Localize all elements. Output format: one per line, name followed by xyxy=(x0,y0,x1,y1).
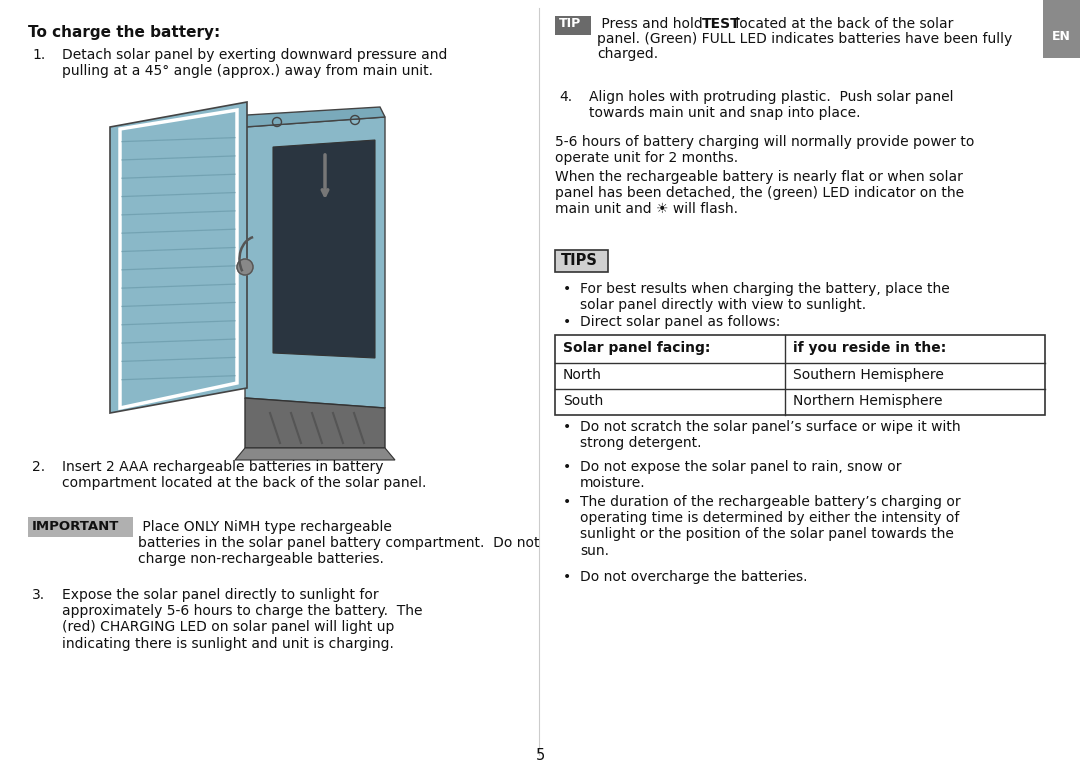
Text: •: • xyxy=(563,315,571,329)
Bar xyxy=(1043,0,1080,58)
Text: To charge the battery:: To charge the battery: xyxy=(28,25,220,40)
Text: EN: EN xyxy=(1052,30,1070,42)
Text: South: South xyxy=(563,394,604,408)
Text: Insert 2 AAA rechargeable batteries in battery
compartment located at the back o: Insert 2 AAA rechargeable batteries in b… xyxy=(62,460,427,490)
Polygon shape xyxy=(235,448,395,460)
Bar xyxy=(555,250,608,272)
Text: 1.: 1. xyxy=(32,48,45,62)
Text: IMPORTANT: IMPORTANT xyxy=(32,520,120,533)
Text: TEST: TEST xyxy=(702,17,741,31)
Text: Do not scratch the solar panel’s surface or wipe it with
strong detergent.: Do not scratch the solar panel’s surface… xyxy=(580,420,960,450)
Text: Expose the solar panel directly to sunlight for
approximately 5-6 hours to charg: Expose the solar panel directly to sunli… xyxy=(62,588,422,650)
Text: Align holes with protruding plastic.  Push solar panel
towards main unit and sna: Align holes with protruding plastic. Pus… xyxy=(589,90,954,120)
Text: The duration of the rechargeable battery’s charging or
operating time is determi: The duration of the rechargeable battery… xyxy=(580,495,960,558)
Text: Place ONLY NiMH type rechargeable
batteries in the solar panel battery compartme: Place ONLY NiMH type rechargeable batter… xyxy=(138,520,540,566)
Text: Do not expose the solar panel to rain, snow or
moisture.: Do not expose the solar panel to rain, s… xyxy=(580,460,902,490)
Text: 5: 5 xyxy=(536,748,544,763)
Bar xyxy=(28,517,133,537)
Text: Detach solar panel by exerting downward pressure and
pulling at a 45° angle (app: Detach solar panel by exerting downward … xyxy=(62,48,447,78)
Text: •: • xyxy=(563,495,571,509)
Polygon shape xyxy=(245,117,384,408)
Text: Southern Hemisphere: Southern Hemisphere xyxy=(793,368,944,382)
Text: Northern Hemisphere: Northern Hemisphere xyxy=(793,394,943,408)
Text: Solar panel facing:: Solar panel facing: xyxy=(563,341,711,355)
Text: 5-6 hours of battery charging will normally provide power to
operate unit for 2 : 5-6 hours of battery charging will norma… xyxy=(555,135,974,165)
Text: When the rechargeable battery is nearly flat or when solar
panel has been detach: When the rechargeable battery is nearly … xyxy=(555,170,964,217)
Text: 2.: 2. xyxy=(32,460,45,474)
Polygon shape xyxy=(245,398,384,448)
Text: •: • xyxy=(563,570,571,584)
Text: For best results when charging the battery, place the
solar panel directly with : For best results when charging the batte… xyxy=(580,282,949,313)
Text: •: • xyxy=(563,420,571,434)
Text: 3.: 3. xyxy=(32,588,45,602)
Bar xyxy=(555,16,591,35)
Text: Press and hold: Press and hold xyxy=(597,17,707,31)
Text: North: North xyxy=(563,368,602,382)
Text: panel. (Green) FULL LED indicates batteries have been fully: panel. (Green) FULL LED indicates batter… xyxy=(597,32,1012,46)
Text: located at the back of the solar: located at the back of the solar xyxy=(731,17,954,31)
Text: TIP: TIP xyxy=(559,17,581,30)
Text: Do not overcharge the batteries.: Do not overcharge the batteries. xyxy=(580,570,808,584)
Polygon shape xyxy=(245,107,384,127)
Text: Direct solar panel as follows:: Direct solar panel as follows: xyxy=(580,315,781,329)
Text: •: • xyxy=(563,460,571,474)
Text: 4.: 4. xyxy=(559,90,572,104)
Circle shape xyxy=(237,259,253,275)
Text: if you reside in the:: if you reside in the: xyxy=(793,341,946,355)
Polygon shape xyxy=(273,140,375,358)
Polygon shape xyxy=(110,102,247,413)
Text: TIPS: TIPS xyxy=(561,253,598,268)
Text: charged.: charged. xyxy=(597,47,658,61)
Text: •: • xyxy=(563,282,571,296)
Bar xyxy=(555,335,1045,415)
